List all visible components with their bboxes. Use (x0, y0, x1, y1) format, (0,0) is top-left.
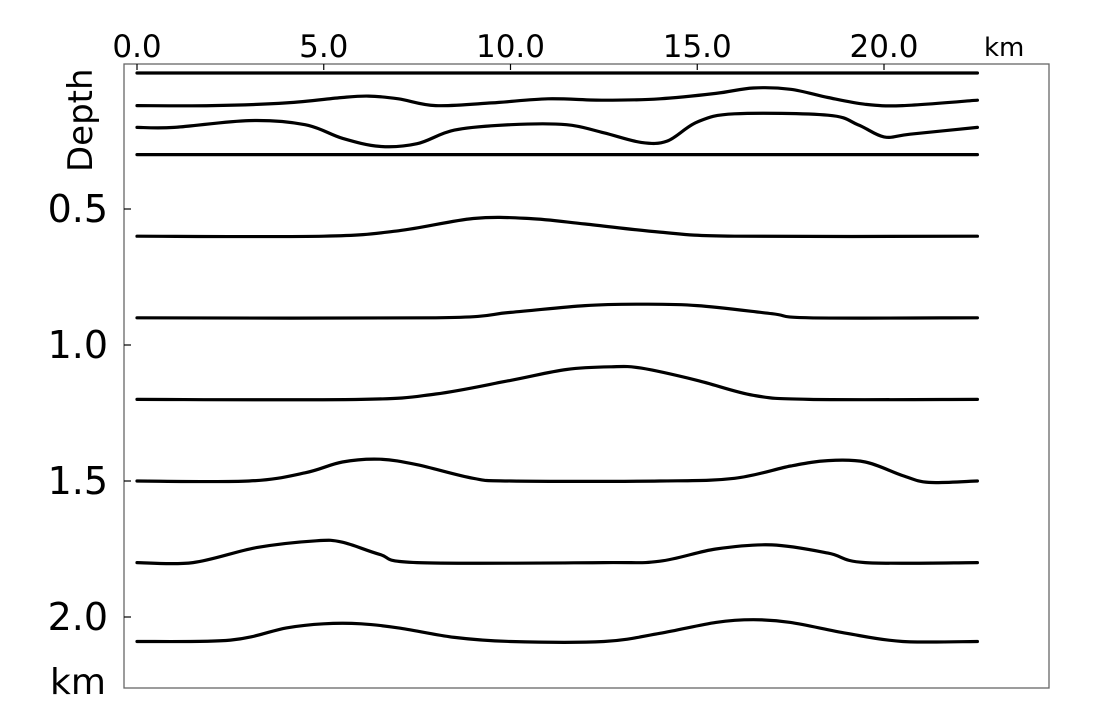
interface-line-5 (135, 215, 979, 239)
y-tick-label: 2.0 (48, 595, 108, 639)
y-axis-label: Depth (61, 68, 101, 172)
interface-layer-group (135, 71, 979, 644)
interface-line-3 (135, 111, 979, 149)
y-axis: 0.5 1.0 1.5 2.0 (48, 187, 131, 639)
x-tick-label: 20.0 (849, 29, 918, 65)
y-unit-label: km (50, 662, 106, 703)
y-tick-label: 1.5 (48, 459, 108, 503)
interface-line-9 (135, 538, 979, 566)
x-tick-label: 5.0 (299, 29, 348, 65)
interface-line-8 (135, 457, 979, 485)
x-tick-label: 0.0 (112, 29, 161, 65)
x-unit-label: km (984, 33, 1024, 63)
interface-line-7 (135, 364, 979, 402)
y-tick-label: 0.5 (48, 187, 108, 231)
interface-line-6 (135, 302, 979, 320)
interface-line-10 (135, 618, 979, 644)
x-tick-label: 15.0 (663, 29, 732, 65)
y-tick-label: 1.0 (48, 323, 108, 367)
x-tick-label: 10.0 (476, 29, 545, 65)
interface-line-2 (135, 86, 979, 108)
x-axis: 0.0 5.0 10.0 15.0 20.0 (112, 29, 919, 70)
plot-frame (123, 63, 1050, 689)
